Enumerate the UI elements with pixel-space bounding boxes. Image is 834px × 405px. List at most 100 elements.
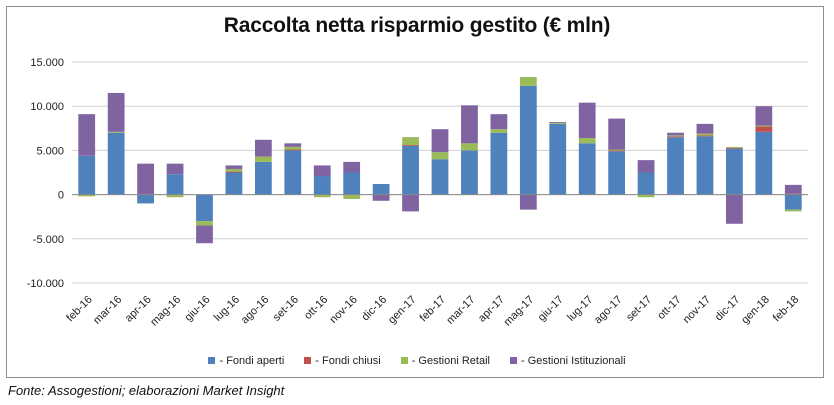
bar-segment	[608, 118, 626, 150]
bar-segment	[313, 165, 331, 177]
bar-segment	[549, 122, 567, 124]
bar-segment	[78, 114, 96, 156]
bar-segment	[166, 163, 184, 175]
bar-segment	[343, 161, 361, 173]
legend-item: - Fondi aperti	[208, 355, 284, 367]
bar-segment	[254, 156, 272, 162]
bar-segment	[225, 165, 243, 169]
chart-legend: - Fondi aperti - Fondi chiusi - Gestioni R…	[0, 355, 834, 367]
bar-segment	[755, 126, 773, 132]
x-tick-label: ott-16	[302, 294, 330, 322]
bar-segment	[490, 129, 508, 133]
bar-segment	[137, 194, 154, 204]
x-tick-label: ago-17	[592, 294, 625, 327]
legend-swatch	[304, 357, 312, 364]
x-tick-label: lug-17	[565, 294, 595, 324]
bar-segment	[549, 122, 567, 123]
bar-segment	[667, 137, 684, 195]
x-tick-label: dic-16	[360, 294, 390, 324]
bar-segment	[578, 138, 596, 144]
bar-segment	[313, 176, 331, 195]
bar-segment	[696, 135, 714, 137]
x-tick-label: gen-18	[739, 294, 772, 327]
bar-segment	[608, 149, 626, 151]
bar-segment	[313, 194, 331, 198]
x-tick-label: ott-17	[655, 294, 683, 322]
x-tick-label: giu-16	[182, 294, 212, 324]
bar-segment	[431, 152, 449, 160]
bar-segment	[696, 123, 714, 134]
y-tick-label: 10.000	[30, 101, 64, 113]
bar-segment	[608, 151, 626, 195]
x-tick-label: feb-17	[418, 294, 449, 325]
bar-segment	[196, 221, 213, 226]
bar-segment	[519, 194, 537, 210]
bar-segment	[284, 149, 302, 151]
x-tick-label: giu-17	[536, 294, 566, 324]
bar-segment	[254, 161, 272, 195]
x-tick-label: mag-17	[502, 294, 537, 329]
bar-segment	[284, 146, 302, 150]
bar-segment	[343, 172, 361, 195]
bar-segment	[78, 155, 96, 195]
bar-segment	[637, 172, 655, 195]
x-tick-label: ago-16	[239, 294, 272, 327]
bar-segment	[284, 150, 302, 195]
bar-segment	[667, 132, 684, 136]
bar-segment	[107, 92, 125, 132]
bar-segment	[461, 150, 478, 195]
bar-segment	[549, 123, 567, 195]
x-tick-label: feb-18	[771, 294, 802, 325]
bar-segment	[137, 163, 154, 195]
bar-segment	[608, 150, 626, 152]
bar-segment	[578, 143, 596, 195]
bar-segment	[431, 129, 449, 153]
bar-segment	[726, 194, 743, 224]
bar-segment	[755, 131, 773, 195]
bar-segment	[637, 160, 655, 173]
bar-segment	[461, 143, 478, 151]
y-tick-label: 0	[58, 190, 64, 202]
legend-swatch	[208, 357, 216, 364]
bar-segment	[784, 209, 802, 212]
legend-label: - Gestioni Istituzionali	[520, 355, 626, 367]
x-tick-label: feb-16	[64, 294, 95, 325]
bar-segment	[78, 194, 96, 197]
x-tick-label: lug-16	[212, 294, 242, 324]
bar-segment	[107, 131, 125, 133]
bar-segment	[519, 77, 537, 86]
bar-segment	[490, 132, 508, 195]
legend-item: - Gestioni Retail	[400, 355, 490, 367]
x-tick-label: nov-17	[681, 294, 713, 326]
legend-item: - Fondi chiusi	[304, 355, 381, 367]
x-tick-label: gen-17	[386, 294, 419, 327]
bar-segment	[372, 183, 390, 195]
source-note: Fonte: Assogestioni; elaborazioni Market…	[8, 383, 285, 398]
bar-segment	[402, 145, 419, 195]
bar-segment	[784, 184, 802, 194]
x-tick-label: mag-16	[148, 294, 183, 329]
bar-segment	[402, 145, 419, 146]
bar-segment	[402, 194, 419, 212]
x-tick-label: set-17	[624, 294, 654, 324]
bar-segment	[225, 172, 243, 195]
legend-label: - Fondi aperti	[219, 355, 285, 367]
bar-segment	[784, 194, 802, 210]
y-tick-label: -5.000	[33, 234, 64, 246]
bar-segment	[637, 194, 655, 198]
bar-segment	[166, 174, 184, 195]
bar-segment	[696, 136, 714, 195]
bar-segment	[667, 135, 684, 137]
legend-label: - Gestioni Retail	[411, 355, 490, 367]
bar-segment	[755, 125, 773, 127]
bar-segment	[461, 105, 478, 144]
bar-segment	[166, 194, 184, 198]
legend-swatch	[509, 357, 517, 364]
bar-segment	[254, 139, 272, 157]
chart-title: Raccolta netta risparmio gestito (€ mln)	[223, 14, 611, 37]
bar-segment	[726, 148, 743, 195]
bar-segment	[284, 143, 302, 147]
bar-segment	[372, 194, 390, 201]
x-tick-label: dic-17	[713, 294, 743, 324]
x-tick-label: mar-16	[91, 294, 124, 327]
